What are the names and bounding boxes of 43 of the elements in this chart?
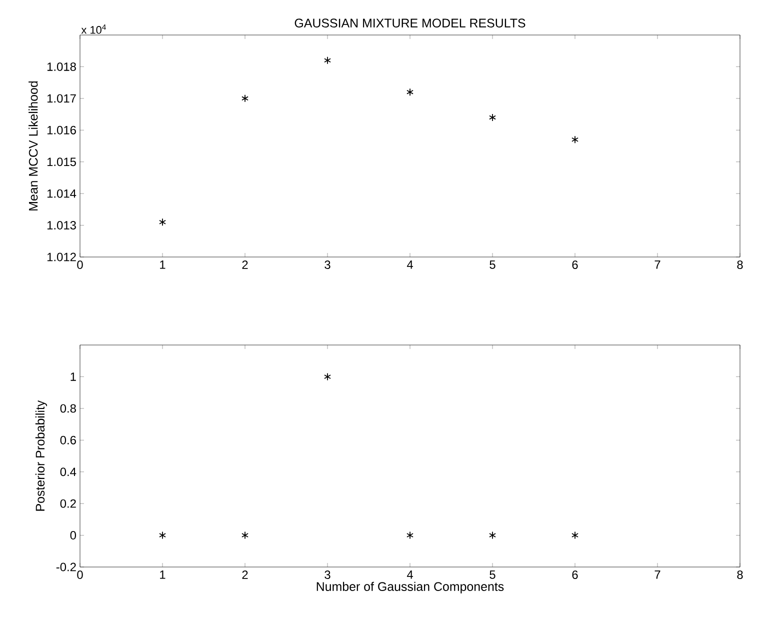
x-tick-label: 1	[160, 260, 166, 269]
x-tick-label: 2	[242, 260, 248, 269]
y-tick-label: 0.8	[60, 404, 76, 413]
chart-title: GAUSSIAN MIXTURE MODEL RESULTS	[294, 18, 526, 28]
y-tick-label: 0.6	[60, 436, 76, 444]
point	[324, 56, 331, 64]
y-axis-title: Mean MCCV Likelihood	[28, 81, 38, 210]
x-tick-label: 3	[324, 570, 330, 579]
y-tick-label: 1.014	[47, 189, 76, 198]
x-tick-label: 6	[572, 260, 578, 269]
x-tick-label: 8	[737, 260, 743, 269]
y-tick-label: 1.012	[47, 252, 76, 262]
x-tick-label: 4	[406, 260, 413, 269]
text: x 10$^{4}$	[81, 24, 106, 34]
y-tick-label: 1.016	[47, 126, 76, 134]
y-tick-label: 1.013	[47, 221, 76, 230]
x-tick-label: 7	[654, 570, 660, 579]
point	[406, 88, 414, 96]
x-tick-label: 8	[737, 570, 743, 579]
point	[572, 136, 578, 144]
x-tick-label: 5	[490, 570, 496, 579]
y-tick-label: -0.2	[56, 562, 76, 572]
x-tick-label: 1	[160, 570, 166, 579]
y-axis-title: Posterior Probability	[35, 400, 48, 511]
x-tick-label: 4	[406, 570, 413, 579]
y-tick-label: 1.018	[47, 62, 76, 71]
y-tick-label: 0.4	[60, 468, 76, 476]
point	[242, 94, 248, 102]
x-tick-label: 2	[242, 570, 248, 579]
x-tick-label: 7	[654, 260, 660, 269]
point	[159, 218, 166, 226]
y-tick-label: 0.2	[60, 499, 76, 508]
y-tick-label: 1.015	[47, 158, 76, 166]
y-tick-label: 0	[70, 531, 76, 540]
y-tick-label: 1	[70, 372, 76, 381]
x-tick-label: 0	[77, 570, 83, 579]
x-tick-label: 5	[490, 260, 496, 269]
x-axis-title: Number of Gaussian Components	[316, 582, 504, 594]
point	[489, 114, 496, 122]
x-tick-label: 3	[324, 260, 330, 269]
x-tick-label: 6	[572, 570, 578, 579]
y-tick-label: 1.017	[47, 94, 76, 103]
x-tick-label: 0	[77, 260, 83, 269]
